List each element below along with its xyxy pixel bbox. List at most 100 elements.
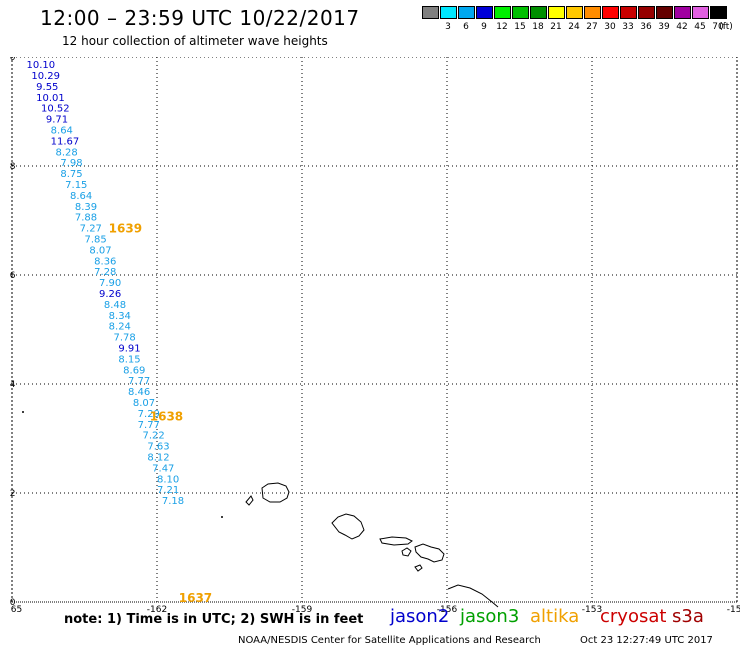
color-legend-swatch <box>548 6 565 19</box>
color-legend-swatch <box>422 6 439 19</box>
color-legend-swatch <box>710 6 727 19</box>
wave-height-label: 8.64 <box>51 125 73 136</box>
note-text: note: 1) Time is in UTC; 2) SWH is in fe… <box>64 612 364 627</box>
wave-height-label: 9.91 <box>118 343 140 354</box>
color-legend-swatch <box>566 6 583 19</box>
color-legend-swatch <box>638 6 655 19</box>
wave-height-label: 7.78 <box>114 333 136 344</box>
color-legend-label: 42 <box>676 22 688 32</box>
wave-height-label: 7.28 <box>94 267 116 278</box>
wave-height-label: 8.24 <box>109 322 131 333</box>
map-frame <box>11 57 738 603</box>
wave-height-label: 8.75 <box>60 169 82 180</box>
altika-pass-label: 1637 <box>179 591 212 605</box>
island-dot <box>22 411 24 413</box>
color-legend-label: 39 <box>658 22 670 32</box>
wave-height-label: 8.10 <box>157 474 179 485</box>
color-legend-swatch <box>620 6 637 19</box>
wave-height-label: 8.28 <box>56 147 78 158</box>
footer-credit: NOAA/NESDIS Center for Satellite Applica… <box>238 635 541 646</box>
wave-height-label: 8.12 <box>147 452 169 463</box>
hawaii-coastline <box>22 411 499 608</box>
wave-height-label: 10.01 <box>36 93 65 104</box>
lat-tick-label: 22 <box>10 489 15 499</box>
wave-height-map: 10.1010.299.5510.0110.529.718.6411.678.2… <box>10 57 740 615</box>
page-subtitle: 12 hour collection of altimeter wave hei… <box>62 34 328 48</box>
wave-height-label: 7.90 <box>99 278 121 289</box>
wave-height-label: 8.07 <box>89 245 111 256</box>
wave-height-label: 8.34 <box>109 311 131 322</box>
altika-pass-label: 1638 <box>150 410 183 424</box>
map-grid <box>11 57 738 603</box>
lat-tick-label: 20 <box>10 598 16 608</box>
wave-height-label: 8.64 <box>70 191 92 202</box>
color-legend-label: 33 <box>622 22 634 32</box>
wave-height-label: 7.85 <box>85 234 107 245</box>
color-legend-swatch <box>602 6 619 19</box>
wave-height-label: 7.88 <box>75 213 97 224</box>
wave-height-label: 10.52 <box>41 104 70 115</box>
wave-height-label: 8.07 <box>133 398 155 409</box>
lon-tick-label: -162 <box>147 605 167 615</box>
page-title: 12:00 – 23:59 UTC 10/22/2017 <box>40 6 360 30</box>
color-legend-swatch <box>674 6 691 19</box>
color-legend-label: 45 <box>694 22 706 32</box>
color-legend-swatch <box>440 6 457 19</box>
wave-height-label: 7.18 <box>162 496 184 507</box>
wave-height-label: 7.29 <box>138 409 160 420</box>
wave-observations: 10.1010.299.5510.0110.529.718.6411.678.2… <box>27 60 213 605</box>
lon-tick-label: -159 <box>292 605 313 615</box>
island-dot <box>221 516 223 518</box>
wave-height-label: 7.77 <box>128 376 150 387</box>
color-legend-label: 36 <box>640 22 652 32</box>
wave-height-label: 8.69 <box>123 365 145 376</box>
satellite-legend-s3a: s3a <box>672 606 704 627</box>
wave-height-label: 7.27 <box>80 224 102 235</box>
island-niihau <box>245 495 254 506</box>
color-legend-label: 3 <box>445 22 451 32</box>
color-legend-swatch <box>458 6 475 19</box>
wave-height-label: 7.98 <box>60 158 82 169</box>
wave-height-label: 7.22 <box>143 431 165 442</box>
wave-height-label: 7.63 <box>147 442 169 453</box>
satellite-legend-jason2: jason2 <box>390 606 450 627</box>
satellite-legend-altika: altika <box>530 606 580 627</box>
color-legend-label: 15 <box>514 22 526 32</box>
color-legend-label: 18 <box>532 22 544 32</box>
lon-tick-label: -150 <box>727 605 740 615</box>
lat-tick-label: 28 <box>10 162 16 172</box>
wave-height-label: 10.10 <box>27 60 56 71</box>
color-legend-swatch <box>692 6 709 19</box>
lon-tick-label: -165 <box>10 605 22 615</box>
lon-tick-label: -153 <box>582 605 602 615</box>
wave-height-label: 8.46 <box>128 387 150 398</box>
satellite-legend-jason3: jason3 <box>460 606 520 627</box>
satellite-legend-cryosat: cryosat <box>600 606 667 627</box>
color-legend-swatch <box>476 6 493 19</box>
lat-tick-label: 26 <box>10 271 16 281</box>
wave-height-label: 7.47 <box>152 463 174 474</box>
color-legend-label: 24 <box>568 22 580 32</box>
wave-height-label: 9.26 <box>99 289 121 300</box>
island-molokai <box>379 536 413 546</box>
color-legend-label: 70 <box>712 22 724 32</box>
wave-height-label: 7.21 <box>157 485 179 496</box>
island-maui <box>414 543 445 563</box>
color-legend-swatch <box>530 6 547 19</box>
island-kahoolawe <box>414 564 423 572</box>
island-lanai <box>401 547 412 557</box>
color-legend-label: 12 <box>496 22 508 32</box>
lat-tick-label: 24 <box>10 380 16 390</box>
wave-height-label: 7.77 <box>138 420 160 431</box>
color-legend-swatch <box>584 6 601 19</box>
wave-height-label: 10.29 <box>31 71 60 82</box>
wave-height-label: 8.48 <box>104 300 126 311</box>
wave-height-label: 8.36 <box>94 256 116 267</box>
color-legend-label: 9 <box>481 22 487 32</box>
color-legend-swatch <box>512 6 529 19</box>
wave-height-label: 9.71 <box>46 115 68 126</box>
wave-height-label: 9.55 <box>36 82 58 93</box>
color-legend-label: 6 <box>463 22 469 32</box>
footer-timestamp: Oct 23 12:27:49 UTC 2017 <box>580 635 713 646</box>
altika-pass-label: 1639 <box>109 222 142 236</box>
